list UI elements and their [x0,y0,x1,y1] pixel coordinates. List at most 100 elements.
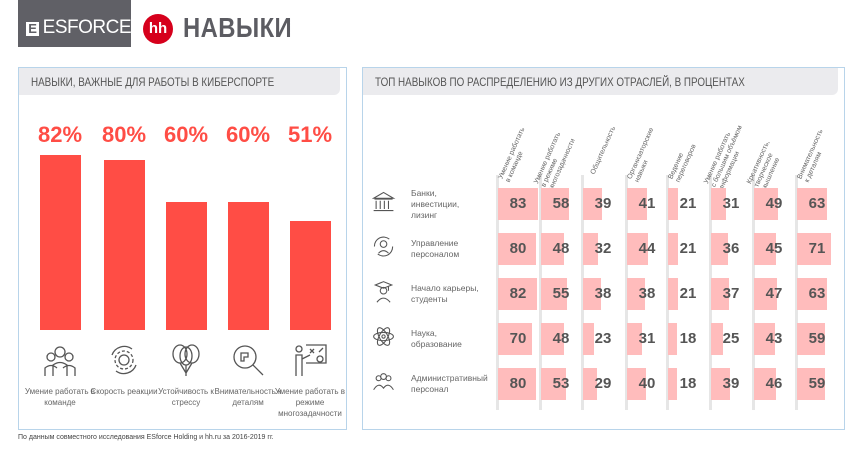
value-label: 83 [509,195,527,212]
value-bar [541,368,567,400]
value-bar [498,323,532,355]
value-label: 31 [638,330,656,347]
value-bar [754,368,777,400]
value-label: 53 [552,375,570,392]
bar-category-label: Устойчивость к стрессу [158,387,214,407]
footnote: По данным совместного исследования ESfor… [18,434,274,441]
value-bar [583,278,602,310]
value-label: 48 [552,330,570,347]
bar-2 [104,159,145,330]
team-icon [43,343,77,377]
value-bar [797,368,826,400]
hh-logo: hh [143,14,173,44]
value-bar [711,323,723,355]
column-divider [666,175,669,410]
value-label: 48 [552,240,570,257]
right-panel: ТОП НАВЫКОВ ПО РАСПРЕДЕЛЕНИЮ ИЗ ДРУГИХ О… [362,67,845,430]
value-bar [668,368,677,400]
value-bar [754,188,778,220]
bar-value-label: 80% [101,122,147,147]
bar-value-label: 60% [225,122,271,147]
value-bar [583,323,595,355]
value-bar [711,278,729,310]
value-label: 18 [679,375,697,392]
bar-1 [40,155,81,330]
value-label: 40 [638,375,656,392]
value-label: 31 [722,195,740,212]
value-bar [627,368,647,400]
row-label: Наука, образование [411,328,462,349]
value-bar [668,323,677,355]
value-label: 21 [679,285,697,302]
value-bar [797,188,828,220]
value-bar [668,278,679,310]
column-divider [625,175,628,410]
value-label: 38 [594,285,612,302]
value-bar [797,233,832,265]
value-label: 29 [594,375,612,392]
value-bar [711,368,730,400]
row-label: Административный персонал [411,373,488,394]
column-divider [581,175,584,410]
value-label: 71 [808,240,826,257]
column-divider [752,175,755,410]
balloons-icon [169,343,203,377]
column-divider [795,175,798,410]
staff-icon [372,370,400,398]
value-label: 55 [552,285,570,302]
value-label: 39 [594,195,612,212]
value-label: 21 [679,240,697,257]
magnifier-puzzle-icon [231,343,265,377]
value-bar [627,323,642,355]
value-bar [797,278,828,310]
value-bar [668,188,679,220]
value-label: 49 [765,195,783,212]
bar-category-label: Умение работать в режиме многозадачности [274,387,346,418]
column-divider [496,175,499,410]
row-label: Банки, инвестиции, лизинг [411,188,460,220]
graduate-icon [372,280,400,308]
value-bar [754,233,776,265]
value-label: 18 [679,330,697,347]
value-bar [583,368,597,400]
value-label: 21 [679,195,697,212]
value-bar [754,278,777,310]
value-bar [627,188,647,220]
bar-3 [166,202,207,330]
atom-icon [372,325,400,353]
value-label: 44 [638,240,656,257]
row-label: Начало карьеры, студенты [411,283,479,304]
value-label: 63 [808,285,826,302]
value-label: 36 [722,240,740,257]
value-label: 58 [552,195,570,212]
bar-value-label: 60% [163,122,209,147]
bar-value-label: 82% [37,122,83,147]
bar-value-label: 51% [287,122,333,147]
value-bar [627,278,646,310]
value-label: 23 [594,330,612,347]
bar-category-label: Внимательность к деталям [214,387,282,407]
value-bar [711,233,729,265]
value-label: 38 [638,285,656,302]
value-label: 80 [509,240,527,257]
value-label: 70 [509,330,527,347]
value-bar [498,188,538,220]
value-label: 63 [808,195,826,212]
bar-category-label: Скорость реакции [90,387,158,396]
value-bar [668,233,679,265]
value-bar [498,278,538,310]
left-panel-title: НАВЫКИ, ВАЖНЫЕ ДЛЯ РАБОТЫ В КИБЕРСПОРТЕ [19,68,340,95]
value-label: 80 [509,375,527,392]
bank-icon [371,190,400,218]
value-bar [583,233,599,265]
column-divider [539,175,542,410]
value-bar [541,278,568,310]
value-bar [583,188,602,220]
bar-4 [228,202,269,330]
value-bar [754,323,775,355]
value-label: 59 [808,375,826,392]
value-label: 25 [722,330,740,347]
value-bar [711,188,726,220]
bar-category-label: Умение работать в команде [24,387,96,407]
esforce-logo: E ESFORCE [18,0,132,47]
